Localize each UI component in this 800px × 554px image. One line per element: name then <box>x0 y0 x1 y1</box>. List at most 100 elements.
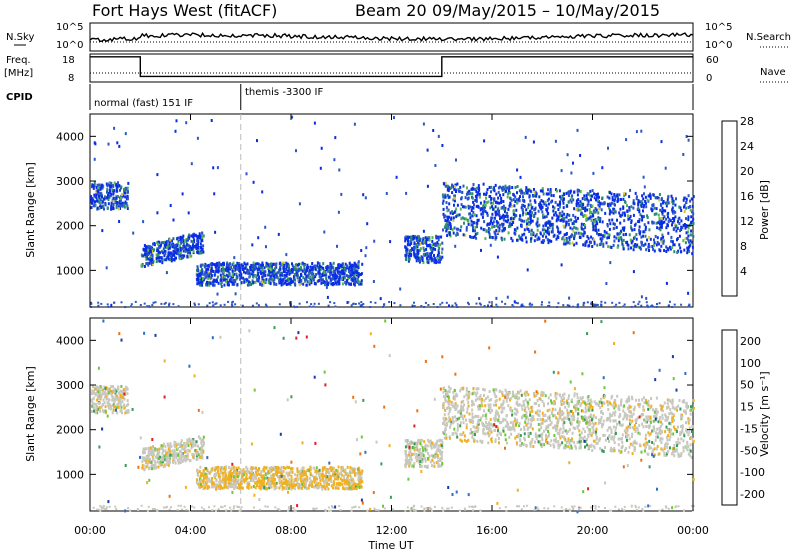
echo-cell <box>220 269 223 273</box>
echo-cell <box>297 484 299 488</box>
echo-cell <box>270 484 273 488</box>
echo-cell <box>551 216 554 220</box>
noise-cell <box>337 210 340 214</box>
echo-cell <box>288 466 291 470</box>
echo-cell <box>283 274 286 277</box>
echo-cell <box>329 273 332 277</box>
echo-cell <box>443 226 446 229</box>
echo-cell <box>288 282 291 286</box>
echo-cell <box>519 195 521 199</box>
echo-cell <box>287 264 290 268</box>
echo-cell <box>114 387 116 391</box>
echo-cell <box>338 278 341 281</box>
echo-cell <box>471 192 474 196</box>
echo-cell <box>534 234 537 238</box>
echo-cell <box>672 199 675 203</box>
echo-cell <box>219 273 222 277</box>
echo-cell <box>623 211 626 215</box>
echo-cell <box>432 258 435 262</box>
echo-cell <box>502 193 505 197</box>
echo-cell <box>283 486 285 490</box>
echo-cell <box>267 484 270 488</box>
echo-cell <box>306 469 309 472</box>
echo-cell <box>230 466 233 470</box>
echo-cell <box>513 213 516 217</box>
echo-cell <box>315 481 318 484</box>
echo-cell <box>164 445 167 449</box>
echo-cell <box>217 473 220 476</box>
echo-cell <box>314 275 317 279</box>
echo-cell <box>264 473 267 477</box>
echo-cell <box>652 244 655 248</box>
echo-cell <box>278 475 281 479</box>
echo-cell <box>202 471 205 474</box>
ground-cell <box>227 300 230 303</box>
echo-cell <box>613 222 616 226</box>
echo-cell <box>185 241 188 245</box>
echo-cell <box>350 264 353 268</box>
ground-cell <box>251 304 254 307</box>
echo-cell <box>325 266 328 270</box>
echo-cell <box>646 198 649 202</box>
echo-cell <box>100 394 103 398</box>
echo-cell <box>304 483 307 487</box>
echo-cell <box>99 192 102 195</box>
echo-cell <box>93 193 96 197</box>
echo-cell <box>103 207 105 211</box>
echo-cell <box>168 457 171 461</box>
echo-cell <box>460 225 463 229</box>
echo-cell <box>420 255 423 259</box>
echo-cell <box>284 268 287 272</box>
echo-cell <box>627 243 630 247</box>
echo-cell <box>271 265 273 269</box>
echo-cell <box>170 259 173 263</box>
echo-cell <box>117 205 120 209</box>
echo-cell <box>472 183 475 186</box>
echo-cell <box>249 283 252 286</box>
echo-cell <box>647 245 650 249</box>
echo-cell <box>151 248 154 252</box>
echo-cell <box>219 466 222 470</box>
echo-cell <box>471 196 474 200</box>
echo-cell <box>179 449 182 453</box>
echo-cell <box>268 271 271 275</box>
echo-cell <box>498 227 501 231</box>
echo-cell <box>653 206 656 210</box>
echo-cell <box>502 218 505 222</box>
echo-cell <box>150 461 153 464</box>
echo-cell <box>674 210 677 214</box>
echo-cell <box>239 471 241 475</box>
echo-cell <box>562 201 565 205</box>
echo-cell <box>685 197 688 201</box>
echo-cell <box>608 196 611 200</box>
echo-cell <box>270 474 273 478</box>
echo-cell <box>670 194 673 198</box>
echo-cell <box>243 261 246 265</box>
echo-cell <box>511 239 514 243</box>
echo-cell <box>608 206 610 210</box>
echo-cell <box>160 243 162 247</box>
echo-cell <box>311 262 314 265</box>
echo-cell <box>664 209 667 213</box>
noise-cell <box>572 161 574 165</box>
echo-cell <box>483 202 486 206</box>
echo-cell <box>228 484 231 488</box>
echo-cell <box>302 473 305 477</box>
echo-cell <box>112 184 114 188</box>
echo-cell <box>521 191 524 195</box>
echo-cell <box>262 283 265 287</box>
echo-cell <box>652 204 654 208</box>
echo-cell <box>415 236 418 240</box>
echo-cell <box>258 276 261 280</box>
echo-cell <box>446 184 449 188</box>
echo-cell <box>107 389 109 392</box>
echo-cell <box>157 259 160 263</box>
echo-cell <box>209 480 212 484</box>
echo-cell <box>554 200 557 204</box>
echo-cell <box>513 215 516 219</box>
echo-cell <box>225 266 228 270</box>
echo-cell <box>476 186 479 190</box>
echo-cell <box>579 231 582 235</box>
echo-cell <box>649 237 652 241</box>
echo-cell <box>209 281 212 285</box>
